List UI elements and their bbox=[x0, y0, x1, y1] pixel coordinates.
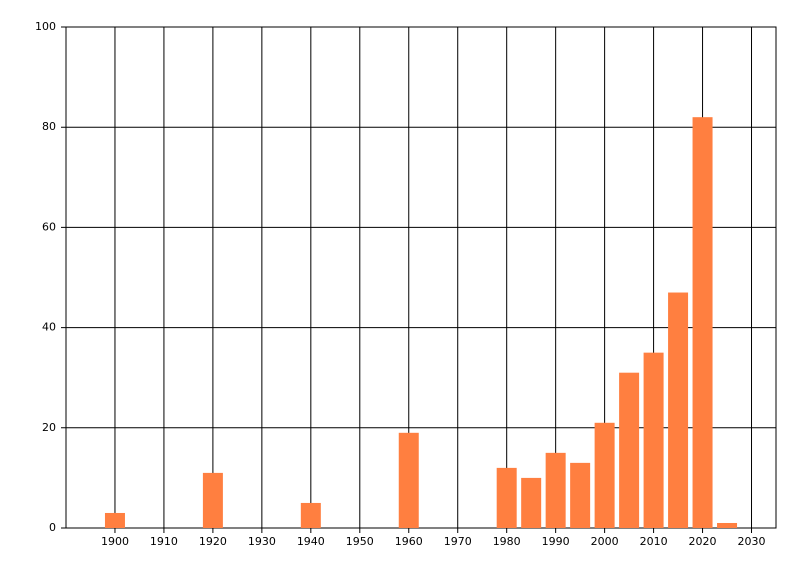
x-tick-label: 1920 bbox=[199, 535, 227, 548]
bar bbox=[202, 472, 223, 528]
bar bbox=[104, 512, 125, 528]
x-tick-label: 2000 bbox=[591, 535, 619, 548]
bar bbox=[619, 372, 640, 528]
bar bbox=[300, 502, 321, 528]
y-tick-label: 100 bbox=[35, 20, 56, 33]
x-tick-label: 1960 bbox=[395, 535, 423, 548]
y-tick-label: 0 bbox=[49, 521, 56, 534]
x-tick-label: 2010 bbox=[640, 535, 668, 548]
bar bbox=[668, 292, 689, 528]
x-tick-label: 1980 bbox=[493, 535, 521, 548]
y-tick-label: 60 bbox=[42, 220, 56, 233]
bar bbox=[521, 477, 542, 528]
bar bbox=[643, 352, 664, 528]
y-tick-label: 40 bbox=[42, 321, 56, 334]
y-tick-label: 20 bbox=[42, 421, 56, 434]
x-tick-label: 1950 bbox=[346, 535, 374, 548]
bar bbox=[594, 422, 615, 528]
bar bbox=[570, 462, 591, 528]
x-tick-label: 1970 bbox=[444, 535, 472, 548]
x-tick-label: 1990 bbox=[542, 535, 570, 548]
bar bbox=[496, 467, 517, 528]
x-tick-label: 2020 bbox=[689, 535, 717, 548]
x-tick-label: 2030 bbox=[738, 535, 766, 548]
bar bbox=[398, 432, 419, 528]
x-tick-label: 1930 bbox=[248, 535, 276, 548]
x-tick-label: 1940 bbox=[297, 535, 325, 548]
x-tick-label: 1910 bbox=[150, 535, 178, 548]
x-tick-label: 1900 bbox=[101, 535, 129, 548]
bar bbox=[545, 452, 566, 528]
bar bbox=[692, 117, 713, 529]
y-tick-label: 80 bbox=[42, 120, 56, 133]
bar bbox=[717, 522, 738, 528]
